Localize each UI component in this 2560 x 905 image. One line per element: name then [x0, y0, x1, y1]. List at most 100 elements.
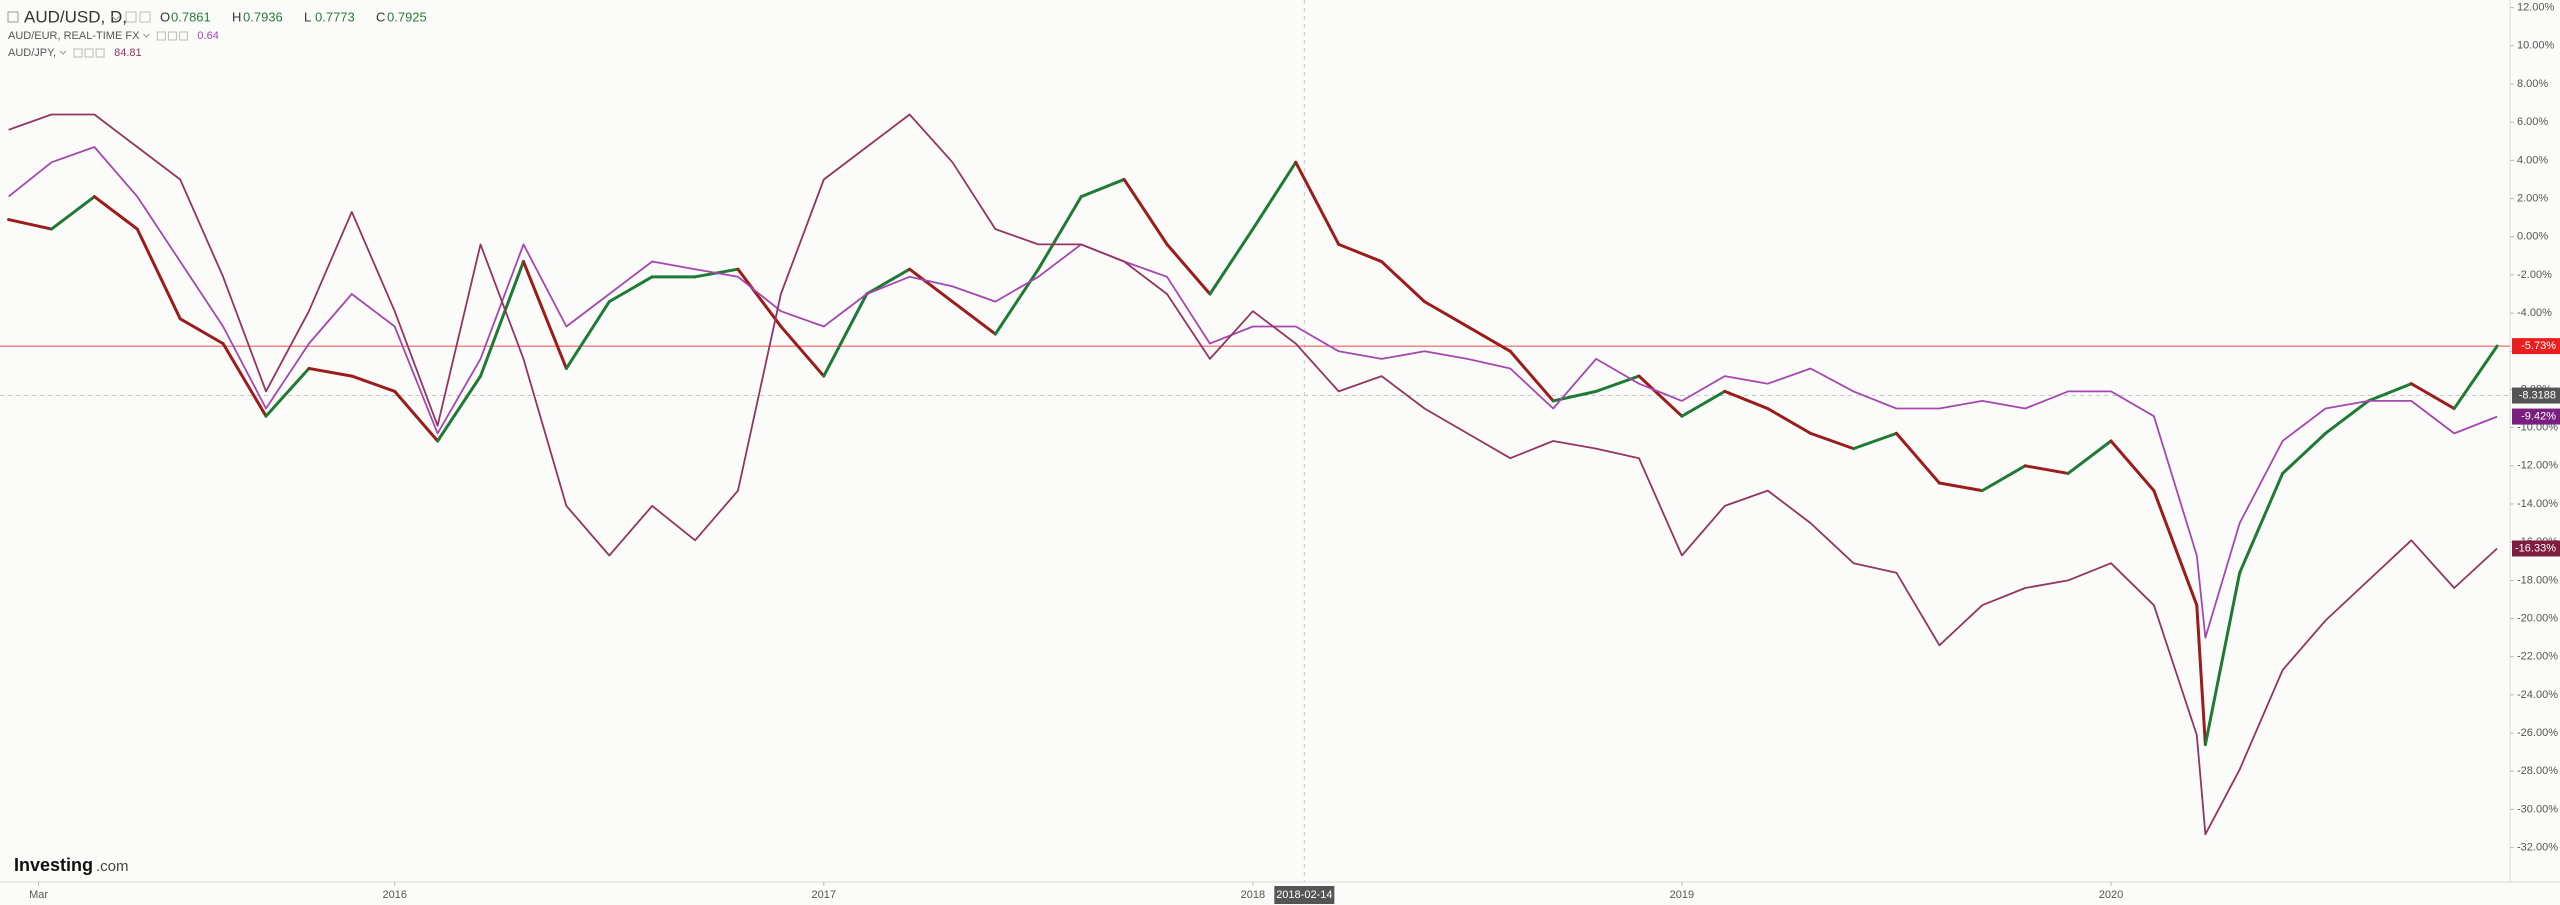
icon[interactable] — [139, 11, 151, 23]
y-tick-label: 0.00% — [2517, 231, 2548, 243]
price-segment — [1723, 389, 1770, 411]
price-segment — [49, 195, 96, 231]
y-tick-label: -20.00% — [2517, 612, 2558, 624]
plot-area — [0, 0, 2510, 882]
axis-tag-box — [2512, 338, 2560, 355]
price-segment — [1766, 407, 1813, 435]
icon[interactable] — [125, 11, 137, 23]
price-segment — [92, 195, 139, 231]
price-segment — [779, 324, 826, 378]
collapse-icon[interactable] — [7, 11, 19, 23]
price-segment — [1380, 260, 1426, 304]
price-segment — [1422, 300, 1469, 328]
price-segment — [1852, 431, 1898, 451]
x-tick-label: 2016 — [382, 889, 406, 901]
price-segment — [951, 300, 997, 336]
y-tick-label: -4.00% — [2517, 307, 2552, 319]
crosshair-x-box — [1274, 886, 1335, 904]
price-segment — [2066, 439, 2113, 475]
y-tick-label: 2.00% — [2517, 192, 2548, 204]
price-segment — [2324, 399, 2370, 435]
axis-tag-label: -5.73% — [2521, 340, 2556, 352]
logo-suffix: .com — [96, 858, 129, 875]
legend-name: AUD/EUR, REAL-TIME FX — [8, 30, 140, 42]
legend-name: AUD/JPY, — [8, 47, 56, 59]
price-segment — [2152, 489, 2199, 607]
y-tick-label: -28.00% — [2517, 765, 2558, 777]
icon — [156, 31, 166, 41]
crosshair-y-label: -8.3188 — [2519, 389, 2556, 401]
price-segment — [1337, 242, 1384, 264]
price-segment — [822, 292, 869, 378]
legend-value: 0.64 — [197, 30, 218, 42]
price-segment — [1079, 177, 1126, 199]
x-tick-label: 2020 — [2099, 889, 2123, 901]
y-tick-label: -12.00% — [2517, 460, 2558, 472]
dropdown-icon[interactable] — [111, 15, 121, 21]
ohlc-label: C — [376, 9, 385, 24]
y-tick-label: -30.00% — [2517, 803, 2558, 815]
ohlc-value: 0.7925 — [387, 9, 427, 24]
axis-tag-label: -16.33% — [2515, 542, 2556, 554]
logo-brand: Investing — [14, 855, 93, 875]
price-segment — [393, 389, 440, 443]
x-tick-label: 2018 — [1241, 889, 1265, 901]
y-tick-label: -22.00% — [2517, 651, 2558, 663]
y-tick-label: 4.00% — [2517, 154, 2548, 166]
price-segment — [1294, 160, 1341, 246]
dropdown-icon — [59, 50, 67, 55]
symbol: AUD/USD, D, — [24, 7, 127, 26]
y-tick-label: -2.00% — [2517, 269, 2552, 281]
icon — [73, 48, 83, 58]
price-segment — [1980, 464, 2027, 493]
price-segment — [1809, 431, 1856, 451]
ohlc-value: 0.7861 — [171, 9, 211, 24]
y-tick-label: 8.00% — [2517, 78, 2548, 90]
y-tick-label: 12.00% — [2517, 2, 2555, 14]
crosshair-y-box — [2512, 387, 2560, 404]
price-segment — [1165, 242, 1212, 296]
price-segment — [1680, 389, 1727, 418]
axis-tag-box — [2512, 408, 2560, 425]
price-segment — [479, 260, 525, 378]
legend-value: 84.81 — [114, 47, 142, 59]
y-tick-label: 10.00% — [2517, 40, 2555, 52]
price-segment — [1036, 195, 1083, 271]
price-segment — [865, 267, 912, 296]
y-tick-label: -26.00% — [2517, 727, 2558, 739]
price-segment — [2238, 471, 2285, 575]
axis-tag-label: -9.42% — [2521, 410, 2556, 422]
series-line — [8, 113, 2498, 836]
x-tick-label: 2019 — [1670, 889, 1694, 901]
price-segment — [1508, 349, 1555, 403]
price-segment — [908, 267, 955, 304]
price-segment — [1122, 177, 1169, 246]
price-segment — [1251, 160, 1298, 231]
price-segment — [1465, 324, 1512, 353]
price-segment — [2281, 431, 2328, 475]
price-segment — [350, 374, 397, 393]
x-tick-label: Mar — [29, 889, 48, 901]
price-segment — [307, 366, 354, 378]
price-segment — [135, 227, 182, 321]
icon — [178, 31, 188, 41]
price-segment — [221, 342, 268, 418]
axis-tag-box — [2512, 540, 2560, 557]
price-segment — [436, 374, 483, 443]
price-segment — [1637, 374, 1684, 418]
legend: AUD/EUR, REAL-TIME FX 0.64 AUD/JPY, 84.81 — [8, 30, 219, 59]
price-segment — [2366, 382, 2413, 403]
icon — [95, 48, 105, 58]
price-segment — [1208, 227, 1255, 296]
price-segment — [2203, 571, 2242, 747]
ohlc-label: H — [232, 9, 241, 24]
y-tick-label: -24.00% — [2517, 689, 2558, 701]
price-segment — [521, 260, 568, 370]
price-segment — [1894, 431, 1941, 485]
ohlc-label: L — [304, 9, 311, 24]
ohlc-value: 0.7936 — [243, 9, 283, 24]
price-segment — [2452, 344, 2499, 411]
price-segment — [736, 267, 783, 328]
dropdown-icon — [143, 33, 150, 38]
